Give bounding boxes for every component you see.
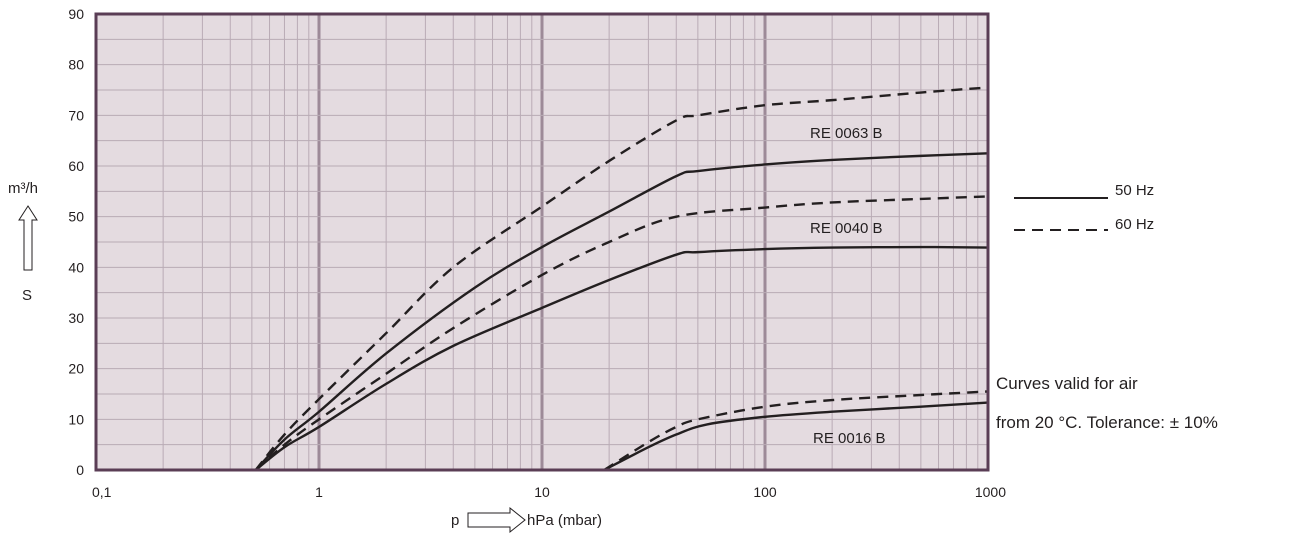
y-tick-label: 30 <box>68 310 84 326</box>
curve-label-re0040b: RE 0040 B <box>810 220 883 237</box>
y-tick-label: 70 <box>68 107 84 123</box>
y-axis-arrow-icon <box>18 205 38 271</box>
curve-re0040b-50hz <box>254 245 989 471</box>
x-axis-arrow-icon <box>467 506 526 534</box>
curve-label-re0016b: RE 0016 B <box>813 430 886 447</box>
y-tick-label: 90 <box>68 6 84 22</box>
y-tick-label: 10 <box>68 411 84 427</box>
y-tick-label: 60 <box>68 158 84 174</box>
curve-re0016b-60hz <box>603 390 989 472</box>
curve-re0040b-60hz <box>254 195 989 471</box>
x-tick-labels: 0,1 1 10 100 1000 <box>92 484 1006 500</box>
validity-note-line1: Curves valid for air <box>996 374 1138 393</box>
legend-label-60hz: 60 Hz <box>1115 216 1154 233</box>
data-curves <box>254 86 989 472</box>
y-tick-label: 40 <box>68 259 84 275</box>
x-tick-label: 100 <box>753 484 777 500</box>
grid-lines <box>96 14 988 470</box>
x-tick-label: 1 <box>315 484 323 500</box>
plot-frame <box>94 12 990 472</box>
x-tick-label: 0,1 <box>92 484 112 500</box>
curve-re0063b-50hz <box>254 152 989 471</box>
validity-note-line2: from 20 °C. Tolerance: ± 10% <box>996 413 1218 432</box>
y-axis-unit-label: m³/h <box>8 180 38 197</box>
x-axis-unit-label: hPa (mbar) <box>527 512 602 529</box>
x-axis-symbol-label: p <box>451 512 459 529</box>
curve-re0016b-50hz <box>603 401 989 472</box>
legend-label-50hz: 50 Hz <box>1115 182 1154 199</box>
curve-re0063b-60hz <box>254 86 989 471</box>
y-tick-label: 20 <box>68 361 84 377</box>
y-tick-label: 50 <box>68 209 84 225</box>
curve-label-re0063b: RE 0063 B <box>810 125 883 142</box>
y-axis-symbol-label: S <box>22 287 32 304</box>
y-tick-label: 80 <box>68 57 84 73</box>
x-tick-label: 10 <box>534 484 550 500</box>
y-tick-label: 0 <box>76 462 84 478</box>
x-tick-label: 1000 <box>975 484 1006 500</box>
y-tick-labels: 0 10 20 30 40 50 60 70 80 90 <box>68 6 84 478</box>
